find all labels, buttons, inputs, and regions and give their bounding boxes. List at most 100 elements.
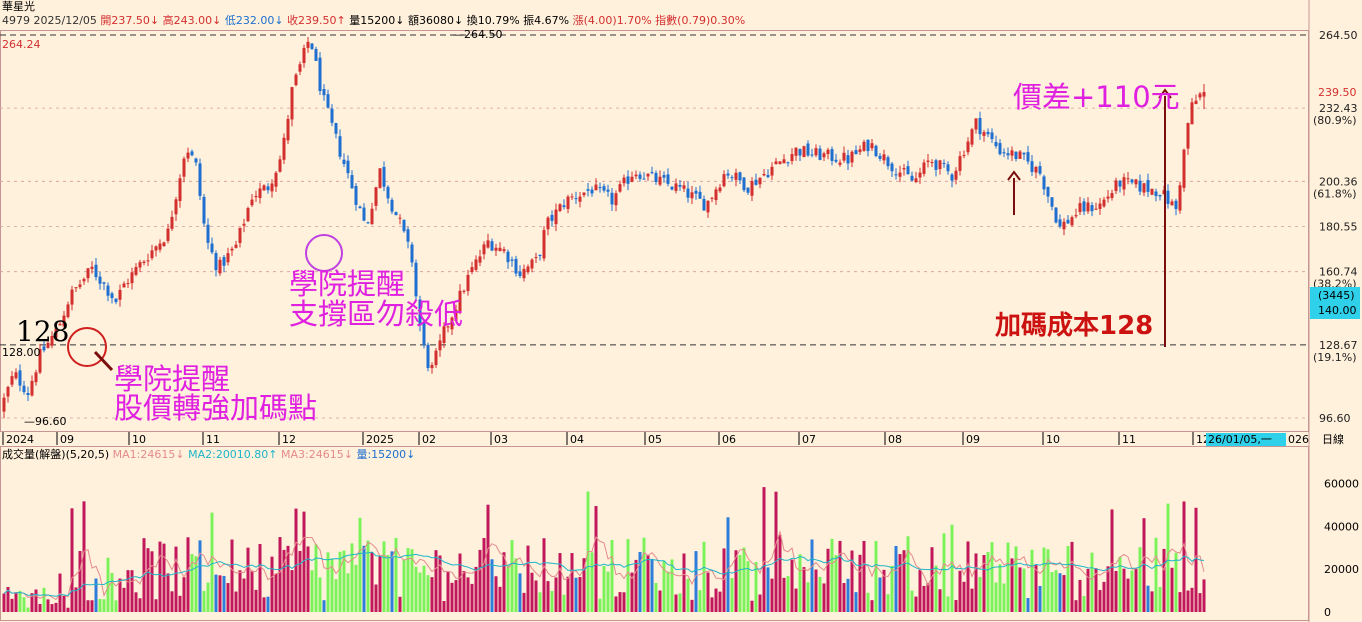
candle-body (886, 157, 890, 167)
candle-body (934, 160, 938, 170)
volume-bar (918, 569, 922, 612)
volume-bar (274, 573, 278, 612)
candle-body (22, 385, 26, 393)
candle-body (226, 253, 230, 263)
volume-bar (630, 572, 634, 612)
volume-bar (270, 556, 274, 612)
volume-bar (866, 592, 870, 612)
candle-body (390, 199, 394, 212)
volume-bar (58, 573, 62, 612)
volume-bar (558, 553, 562, 612)
volume-bar (1078, 579, 1082, 612)
volume-bar (170, 591, 174, 612)
candle-body (1126, 178, 1130, 180)
candle-body (150, 250, 154, 259)
volume-bar (498, 586, 502, 612)
volume-bar (50, 604, 54, 612)
candle-body (202, 196, 206, 224)
volume-bar (70, 508, 74, 612)
volume-bar (406, 548, 410, 612)
quote-close: 收239.50↑ (287, 14, 346, 27)
volume-bar (462, 570, 466, 612)
quote-change: 漲(4.00)1.70% (572, 14, 652, 27)
volume-bar (82, 501, 86, 612)
volume-bar (530, 572, 534, 612)
candle-body (1002, 152, 1006, 154)
volume-bar (1046, 549, 1050, 612)
volume-bar (778, 534, 782, 612)
candle-body (622, 177, 626, 184)
candle-body (74, 287, 78, 289)
volume-bar (946, 596, 950, 612)
candle-body (458, 290, 462, 312)
volume-bar (362, 545, 366, 612)
candle-body (306, 41, 310, 48)
volume-legend: 成交量(解盤)(5,20,5) MA1:24615↓ MA2:20010.80↑… (2, 448, 415, 461)
candle-body (246, 208, 250, 222)
candle-body (722, 174, 726, 187)
volume-bar (846, 578, 850, 612)
candle-body (350, 175, 354, 189)
volume-bar (862, 540, 866, 612)
candle-body (1086, 202, 1090, 212)
volume-bar (294, 508, 298, 612)
volume-bar (22, 597, 26, 612)
candle-body (354, 185, 358, 205)
volume-bar (250, 570, 254, 612)
quote-volume: 量15200↓ (349, 14, 405, 27)
volume-bar (746, 561, 750, 612)
candle-body (258, 188, 262, 199)
volume-bar (506, 565, 510, 612)
candle-body (414, 262, 418, 297)
volume-bar (966, 541, 970, 612)
volume-bar (266, 596, 270, 612)
volume-bar (590, 552, 594, 612)
candle-body (254, 195, 258, 198)
volume-bar (1054, 570, 1058, 612)
candle-body (142, 261, 146, 263)
candle-body (370, 208, 374, 225)
volume-bar (470, 583, 474, 612)
candle-body (86, 268, 90, 279)
volume-bar (638, 552, 642, 612)
date-label: 10 (1046, 433, 1060, 446)
candle-body (782, 159, 786, 164)
candle-body (510, 259, 514, 261)
volume-bar (210, 512, 214, 612)
volume-bar (1062, 575, 1066, 612)
candle-body (1042, 176, 1046, 190)
volume-bar (1138, 547, 1142, 612)
volume-bar (326, 552, 330, 612)
volume-bar (1070, 541, 1074, 612)
candle-body (638, 174, 642, 179)
candle-body (514, 258, 518, 274)
volume-bar (742, 547, 746, 612)
volume-bar (306, 546, 310, 612)
volume-bar (1082, 596, 1086, 612)
volume-bar (370, 552, 374, 612)
quote-high: 高243.00↓ (162, 14, 222, 27)
axis-box-bottom: 140.00 (1318, 304, 1357, 317)
volume-bar (158, 541, 162, 612)
candle-body (190, 151, 194, 156)
volume-legend-ma2: MA2:20010.80↑ (188, 448, 278, 461)
volume-bar (102, 599, 106, 612)
volume-bar (74, 587, 78, 612)
candle-body (982, 132, 986, 136)
volume-bar (646, 555, 650, 612)
low-label: —96.60 (24, 415, 67, 428)
candle-body (502, 249, 506, 252)
note1-line1: 學院提醒 (114, 362, 231, 396)
volume-bar (346, 573, 350, 612)
candle-body (298, 64, 302, 72)
candle-body (6, 386, 10, 397)
candle-body (530, 259, 534, 269)
candle-body (974, 118, 978, 130)
candle-body (1170, 201, 1174, 206)
candle-body (1114, 180, 1118, 192)
candle-body (734, 172, 738, 180)
volume-bar (426, 575, 430, 612)
volume-bar (1094, 568, 1098, 612)
candle-body (866, 139, 870, 152)
